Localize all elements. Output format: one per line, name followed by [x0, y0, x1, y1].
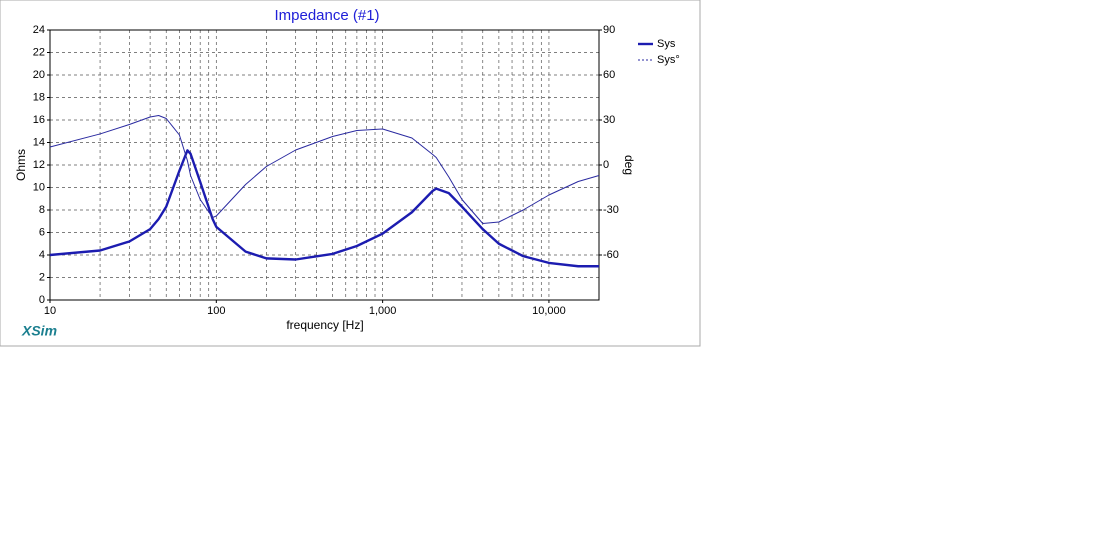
series-line — [49, 149, 599, 268]
x-tick-label: 100 — [207, 305, 225, 317]
y-tick-label: 22 — [33, 46, 45, 58]
y-axis-label: Ohms — [14, 149, 28, 181]
plot — [49, 115, 600, 268]
y-tick-label: 16 — [33, 114, 45, 126]
y-tick-label: 18 — [33, 91, 45, 103]
y2-tick-label: 60 — [603, 69, 615, 81]
legend-label: Sys° — [657, 54, 680, 66]
y2-tick-label: -30 — [603, 204, 619, 216]
grid — [47, 29, 602, 303]
legend-label: Sys — [657, 38, 676, 50]
y-tick-label: 24 — [33, 24, 45, 36]
brand: XSim — [21, 323, 57, 339]
panel — [0, 0, 701, 347]
x-axis-label: frequency [Hz] — [286, 318, 363, 332]
y-tick-label: 6 — [39, 226, 45, 238]
x-tick-label: 10 — [44, 305, 56, 317]
y-tick-label: 12 — [33, 159, 45, 171]
y2-tick-label: -60 — [603, 249, 619, 261]
y-tick-label: 10 — [33, 181, 45, 193]
y2-tick-label: 0 — [603, 159, 609, 171]
series-line — [49, 115, 600, 224]
y2-tick-label: 30 — [603, 114, 615, 126]
plot-frame — [49, 29, 600, 301]
y-tick-label: 2 — [39, 271, 45, 283]
y2-tick-label: 90 — [603, 24, 615, 36]
y-tick-label: 20 — [33, 69, 45, 81]
y-tick-label: 8 — [39, 204, 45, 216]
chart-title: Impedance (#1) — [274, 7, 379, 24]
y-tick-label: 4 — [39, 249, 45, 261]
x-tick-label: 10,000 — [532, 305, 566, 317]
y-tick-label: 0 — [39, 294, 45, 306]
y-tick-label: 14 — [33, 136, 45, 148]
y2-axis-label: deg — [622, 155, 636, 175]
x-tick-label: 1,000 — [369, 305, 397, 317]
